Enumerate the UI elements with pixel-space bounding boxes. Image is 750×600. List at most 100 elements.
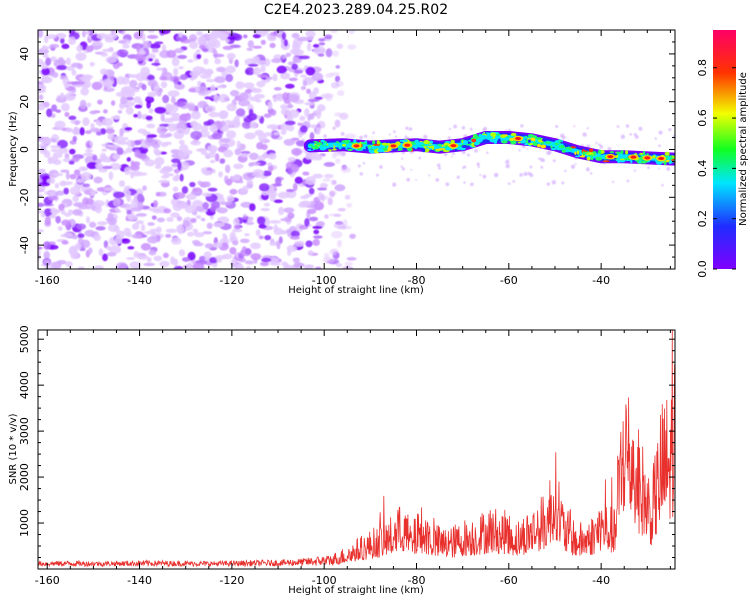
noise-blob: [92, 200, 105, 207]
noise-blob: [216, 85, 224, 89]
noise-blob: [308, 216, 319, 222]
scatter-dot: [495, 173, 498, 176]
scatter-dot: [394, 135, 398, 138]
noise-blob: [93, 176, 103, 184]
track-speckle: [314, 144, 317, 149]
noise-blob: [147, 91, 157, 97]
noise-blob: [195, 49, 201, 54]
noise-blob: [242, 172, 255, 181]
noise-blob: [69, 245, 79, 254]
noise-blob: [166, 49, 177, 58]
scatter-dot: [359, 135, 363, 140]
track-hotspot: [404, 143, 411, 147]
noise-blob: [220, 120, 226, 127]
scatter-dot: [438, 166, 441, 170]
noise-blob: [91, 81, 103, 91]
noise-blob: [63, 232, 73, 238]
noise-blob: [134, 149, 141, 158]
noise-blob: [178, 249, 186, 257]
noise-blob: [283, 39, 289, 47]
noise-blob: [117, 62, 123, 67]
noise-blob: [156, 125, 168, 135]
noise-blob: [233, 217, 240, 227]
noise-blob: [55, 109, 62, 113]
snr-x-tick-label: -80: [408, 574, 426, 587]
colorbar-tick-label: 0.4: [696, 160, 709, 178]
track-speckle: [482, 139, 489, 144]
noise-blob: [211, 132, 223, 140]
noise-blob: [324, 34, 333, 39]
noise-blob: [205, 79, 216, 83]
noise-blob: [126, 157, 131, 162]
noise-blob: [344, 261, 353, 266]
noise-blob: [344, 133, 357, 140]
noise-blob: [148, 249, 157, 256]
noise-blob: [59, 59, 67, 65]
noise-blob: [177, 161, 182, 170]
track-speckle: [328, 147, 334, 150]
track-speckle: [625, 150, 629, 155]
noise-blob: [249, 242, 261, 250]
noise-blob: [143, 262, 156, 267]
noise-blob: [63, 187, 70, 195]
scatter-dot: [400, 165, 404, 168]
noise-blob: [177, 150, 187, 159]
noise-blob: [133, 113, 139, 118]
scatter-dot: [633, 133, 637, 137]
noise-blob: [297, 36, 309, 42]
noise-blob: [72, 195, 79, 202]
noise-blob: [130, 207, 143, 212]
scatter-dot: [519, 173, 523, 177]
noise-blob: [273, 199, 283, 204]
track-speckle: [315, 142, 323, 146]
noise-blob: [290, 230, 300, 238]
noise-blob: [256, 60, 267, 66]
noise-blob: [277, 191, 290, 199]
noise-blob: [154, 41, 164, 45]
noise-blob: [229, 90, 240, 97]
noise-blob: [158, 89, 163, 93]
noise-blob: [105, 33, 116, 41]
track-speckle: [419, 142, 425, 145]
scatter-dot: [392, 182, 397, 187]
noise-blob: [85, 198, 95, 206]
noise-blob: [330, 82, 340, 89]
noise-blob: [241, 121, 253, 129]
noise-blob: [287, 212, 295, 219]
noise-blob: [212, 222, 225, 228]
noise-blob: [245, 221, 255, 226]
noise-blob: [103, 144, 112, 148]
noise-blob: [76, 44, 83, 53]
noise-blob: [318, 38, 326, 42]
noise-blob: [43, 250, 51, 260]
noise-blob: [248, 162, 254, 167]
noise-blob: [116, 147, 124, 156]
noise-blob: [162, 94, 170, 104]
scatter-dot: [595, 141, 598, 145]
noise-blob: [147, 30, 155, 33]
scatter-dot: [611, 180, 615, 183]
noise-blob: [162, 67, 168, 77]
noise-blob: [321, 93, 334, 99]
track-speckle: [333, 142, 340, 147]
scatter-dot: [461, 150, 466, 155]
noise-blob: [184, 263, 194, 269]
noise-blob: [83, 75, 91, 83]
noise-blob: [121, 103, 129, 108]
noise-blob: [203, 121, 212, 126]
noise-blob: [102, 78, 113, 88]
scatter-dot: [582, 132, 587, 137]
noise-blob: [89, 61, 95, 67]
track-speckle: [487, 132, 491, 138]
track-speckle: [493, 139, 498, 144]
noise-blob: [202, 231, 213, 235]
noise-blob: [266, 162, 273, 167]
track-speckle: [524, 143, 529, 146]
noise-blob: [121, 76, 130, 85]
noise-blob: [79, 127, 85, 136]
noise-blob: [165, 233, 172, 238]
track-speckle: [378, 145, 381, 149]
noise-blob: [124, 136, 129, 141]
noise-blob: [300, 74, 307, 78]
